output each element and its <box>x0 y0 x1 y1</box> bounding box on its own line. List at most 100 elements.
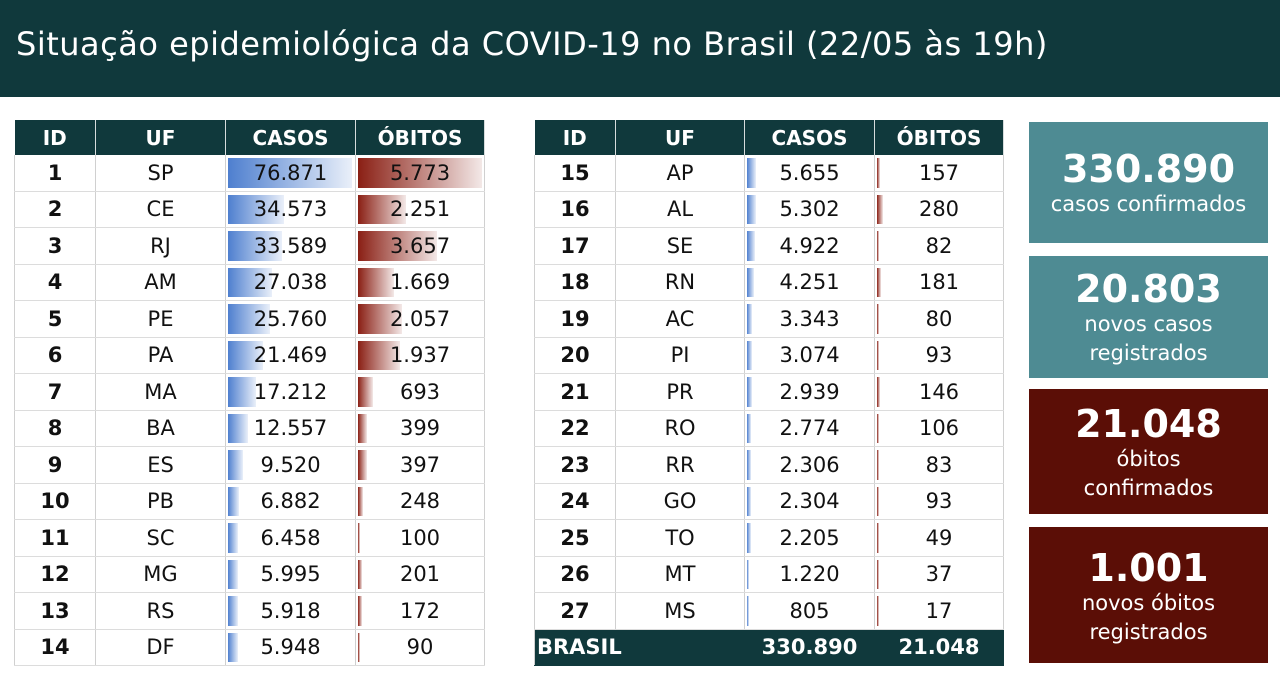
cell-casos: 25.760 <box>225 300 356 338</box>
cell-obitos-bar <box>877 340 879 370</box>
cell-obitos: 248 <box>355 483 485 520</box>
cell-casos-bar <box>747 413 752 443</box>
cell-obitos: 3.657 <box>355 227 485 265</box>
cell-casos-value: 2.304 <box>779 489 840 514</box>
states-table-left: ID UF CASOS ÓBITOS 1 SP 76.871 5.773 2 CE 34.5… <box>14 120 485 666</box>
cell-obitos: 83 <box>874 446 1004 484</box>
new-cases-card: 20.803 novos casos registrados <box>1029 256 1268 378</box>
table-row: 4 AM 27.038 1.669 <box>14 264 485 301</box>
page-title: Situação epidemiológica da COVID-19 no B… <box>16 25 1048 63</box>
cell-obitos-value: 397 <box>399 452 441 477</box>
cell-casos-value: 33.589 <box>253 233 328 258</box>
cell-obitos: 90 <box>355 629 485 666</box>
confirmed-deaths-label-line1: óbitos <box>1116 447 1181 471</box>
cell-obitos: 693 <box>355 373 485 411</box>
cell-obitos: 82 <box>874 227 1004 265</box>
table-row: 17 SE 4.922 82 <box>534 227 1004 265</box>
cell-casos-bar <box>228 304 270 334</box>
cell-obitos-bar <box>358 377 373 407</box>
cell-id: 7 <box>14 373 96 411</box>
new-cases-label-line2: registrados <box>1089 341 1208 365</box>
cell-uf: AC <box>615 300 745 338</box>
confirmed-cases-card: 330.890 casos confirmados <box>1029 122 1268 243</box>
cell-id: 27 <box>534 592 616 630</box>
cell-obitos: 93 <box>874 483 1004 520</box>
cell-id: 25 <box>534 519 616 557</box>
cell-casos: 3.343 <box>744 300 875 338</box>
cell-casos: 9.520 <box>225 446 356 484</box>
cell-uf: RS <box>95 592 226 630</box>
column-header-id: ID <box>14 120 96 155</box>
cell-obitos-bar <box>358 450 367 480</box>
cell-obitos-bar <box>358 340 400 370</box>
cell-casos-value: 25.760 <box>253 306 328 331</box>
cell-casos-bar <box>747 596 749 626</box>
table-row: 27 MS 805 17 <box>534 592 1004 630</box>
cell-uf: MT <box>615 556 745 593</box>
column-header-uf: UF <box>615 120 745 155</box>
table-row: 24 GO 2.304 93 <box>534 483 1004 520</box>
cell-casos: 6.882 <box>225 483 356 520</box>
table-row: 5 PE 25.760 2.057 <box>14 300 485 338</box>
cell-id: 16 <box>534 191 616 228</box>
cell-casos-bar <box>228 413 249 443</box>
cell-obitos-bar <box>358 158 482 188</box>
table-header-row: ID UF CASOS ÓBITOS <box>534 120 1004 155</box>
cell-obitos-value: 106 <box>918 416 960 441</box>
cell-casos-value: 5.948 <box>260 635 321 660</box>
confirmed-deaths-label-line2: confirmados <box>1083 476 1214 500</box>
table-header-row: ID UF CASOS ÓBITOS <box>14 120 485 155</box>
cell-uf: RR <box>615 446 745 484</box>
cell-casos: 34.573 <box>225 191 356 228</box>
cell-casos-bar <box>228 450 244 480</box>
cell-id: 3 <box>14 227 96 265</box>
cell-obitos: 146 <box>874 373 1004 411</box>
cell-uf: CE <box>95 191 226 228</box>
table-row: 16 AL 5.302 280 <box>534 191 1004 228</box>
cell-obitos: 181 <box>874 264 1004 301</box>
cell-obitos-value: 146 <box>918 379 960 404</box>
cell-casos-value: 2.306 <box>779 452 840 477</box>
cell-casos-value: 6.458 <box>260 525 321 550</box>
confirmed-cases-label: casos confirmados <box>1050 192 1247 216</box>
total-row: BRASIL 330.890 21.048 <box>534 629 1004 666</box>
cell-uf: AP <box>615 155 745 192</box>
table-row: 8 BA 12.557 399 <box>14 410 485 447</box>
cell-casos-bar <box>228 267 272 297</box>
cell-uf: PR <box>615 373 745 411</box>
cell-obitos: 1.937 <box>355 337 485 374</box>
table-row: 26 MT 1.220 37 <box>534 556 1004 593</box>
cell-casos-bar <box>747 304 753 334</box>
cell-casos: 5.918 <box>225 592 356 630</box>
cell-obitos-bar <box>877 377 881 407</box>
cell-casos-value: 2.205 <box>779 525 840 550</box>
cell-casos-value: 4.251 <box>779 270 840 295</box>
cell-casos-bar <box>747 559 749 589</box>
cell-id: 1 <box>14 155 96 192</box>
cell-uf: PB <box>95 483 226 520</box>
cell-casos-bar <box>228 158 352 188</box>
cell-obitos-value: 693 <box>399 379 441 404</box>
cell-casos-value: 5.302 <box>779 197 840 222</box>
cell-casos: 2.306 <box>744 446 875 484</box>
table-row: 1 SP 76.871 5.773 <box>14 155 485 192</box>
cell-obitos-value: 201 <box>399 562 441 587</box>
cell-casos-value: 21.469 <box>253 343 328 368</box>
cell-casos-value: 12.557 <box>253 416 328 441</box>
cell-obitos-value: 181 <box>918 270 960 295</box>
cell-obitos-bar <box>358 267 394 297</box>
cell-id: 24 <box>534 483 616 520</box>
table-row: 12 MG 5.995 201 <box>14 556 485 593</box>
cell-obitos-bar <box>877 559 879 589</box>
cell-obitos-value: 1.937 <box>389 343 451 368</box>
cell-casos: 33.589 <box>225 227 356 265</box>
cell-id: 10 <box>14 483 96 520</box>
cell-obitos-bar <box>358 632 360 662</box>
cell-obitos-bar <box>358 559 363 589</box>
cell-uf: ES <box>95 446 226 484</box>
cell-obitos: 37 <box>874 556 1004 593</box>
cell-id: 17 <box>534 227 616 265</box>
cell-uf: MA <box>95 373 226 411</box>
cell-obitos-value: 280 <box>918 197 960 222</box>
cell-casos: 5.302 <box>744 191 875 228</box>
